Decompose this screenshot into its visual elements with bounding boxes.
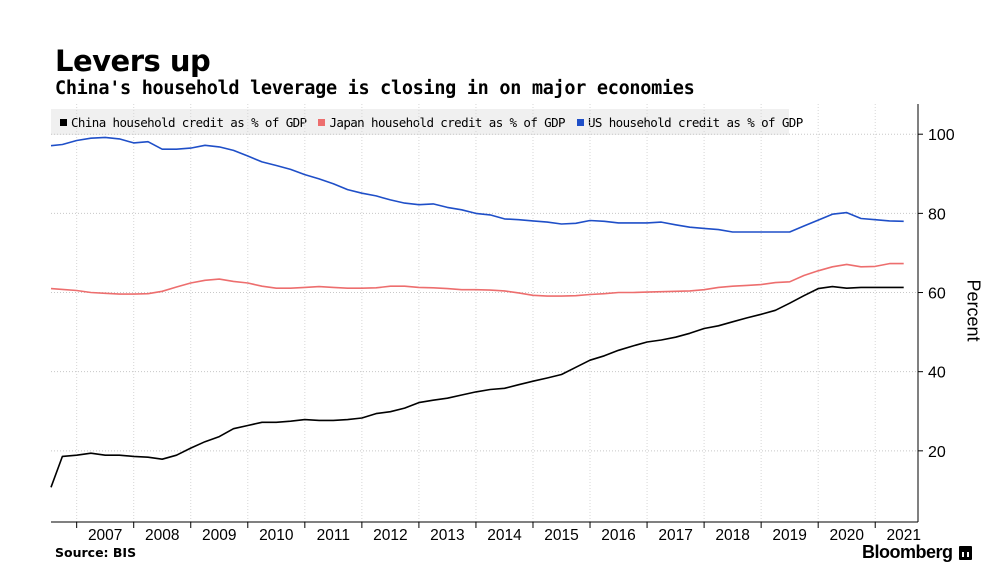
x-tick-label-2009: 2009 <box>202 527 236 544</box>
source-note: Source: BIS <box>55 545 137 560</box>
x-tick-label-2016: 2016 <box>601 527 635 544</box>
x-tick-label-2010: 2010 <box>259 527 294 544</box>
legend-swatch-japan <box>318 118 326 126</box>
y-tick-label-100: 100 <box>928 127 955 144</box>
chart-title: Levers up <box>55 44 211 78</box>
x-tick-label-2013: 2013 <box>430 527 464 544</box>
legend-swatch-us <box>576 118 584 126</box>
x-tick-label-2021: 2021 <box>886 527 920 544</box>
y-tick-label-60: 60 <box>928 286 946 303</box>
brand-logo: Bloomberg <box>862 542 972 563</box>
series-line-us <box>50 136 904 233</box>
x-tick-label-2011: 2011 <box>317 527 350 544</box>
y-tick-label-20: 20 <box>928 444 946 461</box>
x-tick-label-2008: 2008 <box>145 527 179 544</box>
legend-label-japan: Japan household credit as % of GDP <box>329 114 565 130</box>
y-tick-label-40: 40 <box>928 365 946 382</box>
series-line-japan <box>50 262 904 297</box>
legend-label-us: US household credit as % of GDP <box>587 114 803 130</box>
x-tick-label-2018: 2018 <box>715 527 749 544</box>
legend-item-japan: Japan household credit as % of GDP <box>318 114 566 130</box>
x-tick-label-2007: 2007 <box>88 527 122 544</box>
x-tick-label-2012: 2012 <box>373 527 407 544</box>
x-tick-label-2019: 2019 <box>772 527 806 544</box>
y-axis-title: Percent <box>963 279 984 342</box>
x-tick-label-2015: 2015 <box>544 527 578 544</box>
x-tick-label-2017: 2017 <box>658 527 692 544</box>
x-tick-label-2014: 2014 <box>487 527 522 544</box>
bloomberg-terminal-icon <box>958 545 972 560</box>
series-line-china <box>50 285 904 488</box>
legend: China household credit as % of GDP Japan… <box>51 109 803 135</box>
legend-swatch-china <box>60 118 67 126</box>
x-tick-label-2020: 2020 <box>829 527 864 544</box>
legend-item-us: US household credit as % of GDP <box>576 114 803 130</box>
brand-name: Bloomberg <box>862 542 953 562</box>
y-tick-label-80: 80 <box>928 206 946 223</box>
chart-subtitle: China's household leverage is closing in… <box>55 78 695 99</box>
